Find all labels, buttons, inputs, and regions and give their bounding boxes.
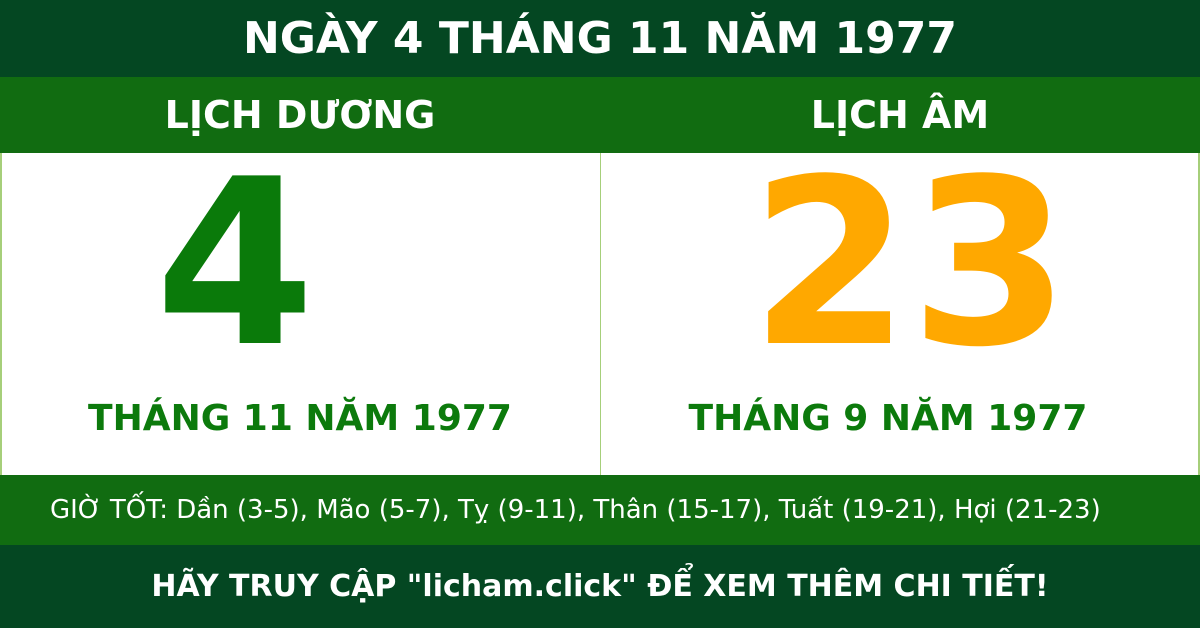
solar-day: 4	[154, 131, 316, 398]
solar-month-year: THÁNG 11 NĂM 1977	[88, 398, 512, 439]
footer-cta: HÃY TRUY CẬP "licham.click" ĐỂ XEM THÊM …	[0, 545, 1200, 628]
good-hours: GIỜ TỐT: Dần (3-5), Mão (5-7), Tỵ (9-11)…	[0, 475, 1200, 545]
lunar-month-year: THÁNG 9 NĂM 1977	[688, 398, 1088, 439]
page-title: NGÀY 4 THÁNG 11 NĂM 1977	[0, 0, 1200, 77]
divider	[600, 153, 601, 475]
header-band	[0, 77, 1200, 153]
solar-heading: LỊCH DƯƠNG	[164, 93, 436, 137]
lunar-heading: LỊCH ÂM	[810, 93, 990, 137]
lunar-day: 23	[749, 131, 1071, 398]
